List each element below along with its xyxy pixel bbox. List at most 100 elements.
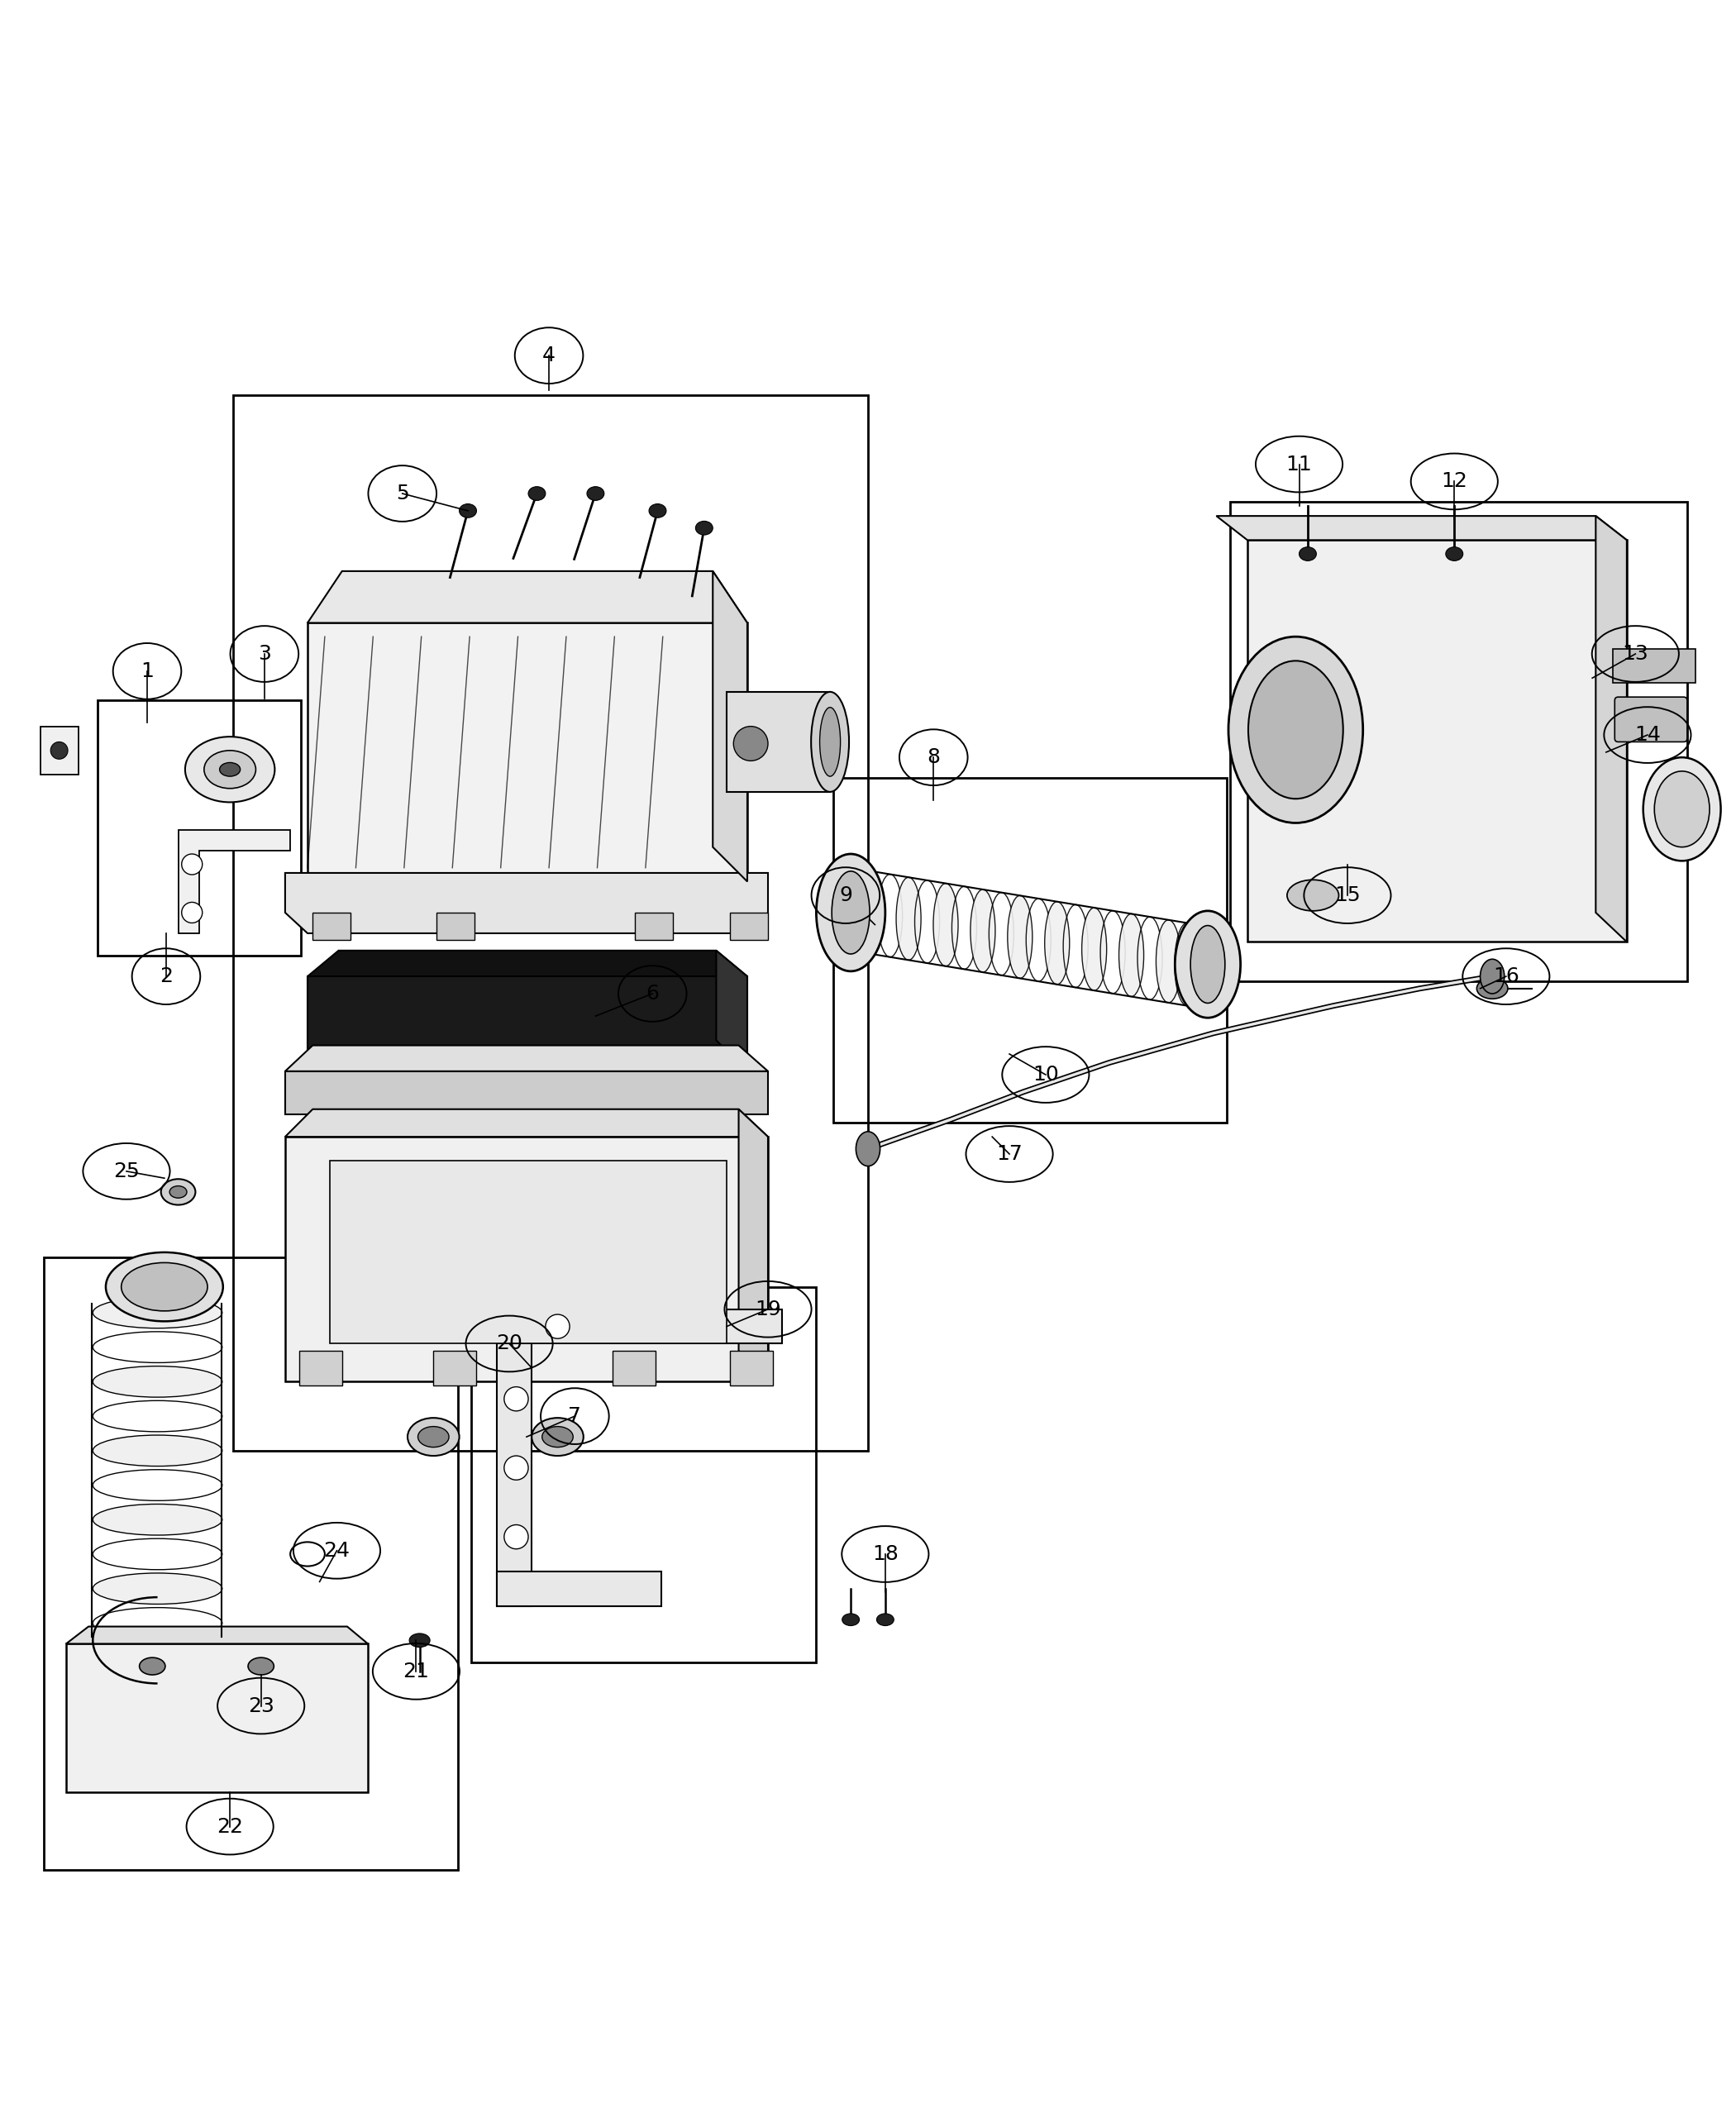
Text: 7: 7 [568,1406,582,1427]
Ellipse shape [587,487,604,500]
Ellipse shape [1654,772,1710,847]
Polygon shape [307,622,746,881]
Bar [472,1286,816,1663]
Bar [233,394,868,1450]
Ellipse shape [219,763,240,776]
Ellipse shape [1481,959,1505,993]
Text: 11: 11 [1286,455,1312,474]
Ellipse shape [161,1178,196,1206]
Ellipse shape [832,871,870,955]
Ellipse shape [877,1613,894,1625]
Ellipse shape [859,871,884,955]
Ellipse shape [92,1573,222,1604]
Ellipse shape [856,1132,880,1166]
Text: 2: 2 [160,965,174,987]
Ellipse shape [92,1296,222,1328]
Ellipse shape [1120,913,1144,997]
Ellipse shape [92,1366,222,1398]
Polygon shape [1248,540,1627,942]
Polygon shape [307,951,746,976]
Circle shape [503,1387,528,1410]
Ellipse shape [649,504,667,519]
Bar [731,913,767,940]
Bar [434,1351,477,1385]
Text: 17: 17 [996,1145,1023,1164]
Ellipse shape [696,521,713,535]
Bar [635,913,674,940]
Polygon shape [738,1109,767,1381]
Polygon shape [496,1570,661,1606]
Text: 22: 22 [217,1817,243,1836]
Circle shape [503,1457,528,1480]
Ellipse shape [1477,978,1509,999]
Bar [727,691,830,793]
Text: 13: 13 [1621,643,1649,664]
Bar [97,700,300,955]
Ellipse shape [1229,637,1363,822]
Text: 21: 21 [403,1661,429,1682]
Polygon shape [285,1136,767,1381]
Bar [1231,502,1687,982]
FancyBboxPatch shape [1614,698,1687,742]
Bar [43,1258,458,1870]
Polygon shape [713,571,746,881]
Ellipse shape [1082,909,1106,991]
Ellipse shape [1156,919,1180,1003]
Circle shape [182,902,203,923]
Ellipse shape [1644,757,1720,860]
Polygon shape [717,951,746,1071]
Text: 20: 20 [496,1334,523,1353]
Circle shape [182,854,203,875]
Polygon shape [1595,516,1627,942]
Ellipse shape [1191,925,1226,1003]
Ellipse shape [1446,546,1463,561]
Polygon shape [1217,516,1627,540]
Ellipse shape [186,736,274,803]
Ellipse shape [408,1419,460,1457]
Ellipse shape [896,877,922,959]
Bar [40,727,78,774]
Ellipse shape [139,1657,165,1676]
Text: 10: 10 [1033,1065,1059,1086]
Ellipse shape [1007,896,1033,978]
Ellipse shape [816,854,885,972]
Ellipse shape [528,487,545,500]
Text: 25: 25 [113,1162,139,1180]
Text: 5: 5 [396,483,410,504]
Ellipse shape [106,1252,222,1322]
Ellipse shape [248,1657,274,1676]
Ellipse shape [811,691,849,793]
Polygon shape [66,1627,368,1644]
Ellipse shape [1286,879,1338,911]
Ellipse shape [934,883,958,965]
Ellipse shape [92,1505,222,1535]
Bar [613,1351,656,1385]
Ellipse shape [1299,546,1316,561]
Text: 24: 24 [323,1541,351,1560]
Ellipse shape [460,504,477,519]
Ellipse shape [842,1613,859,1625]
Polygon shape [307,976,746,1071]
Ellipse shape [418,1427,450,1448]
Bar [312,913,351,940]
Ellipse shape [205,750,255,788]
Text: 16: 16 [1493,965,1519,987]
Ellipse shape [410,1634,431,1646]
Text: 3: 3 [259,643,271,664]
Ellipse shape [819,708,840,776]
Polygon shape [285,1046,767,1071]
Bar [437,913,476,940]
Ellipse shape [970,890,995,972]
Bar [731,1351,773,1385]
Circle shape [50,742,68,759]
Circle shape [734,727,767,761]
Polygon shape [285,873,767,934]
Text: 4: 4 [542,346,556,365]
Circle shape [545,1315,569,1339]
Bar [1613,649,1696,683]
Text: 1: 1 [141,662,155,681]
Ellipse shape [542,1427,573,1448]
Ellipse shape [1248,660,1344,799]
Ellipse shape [1045,902,1069,984]
Ellipse shape [531,1419,583,1457]
